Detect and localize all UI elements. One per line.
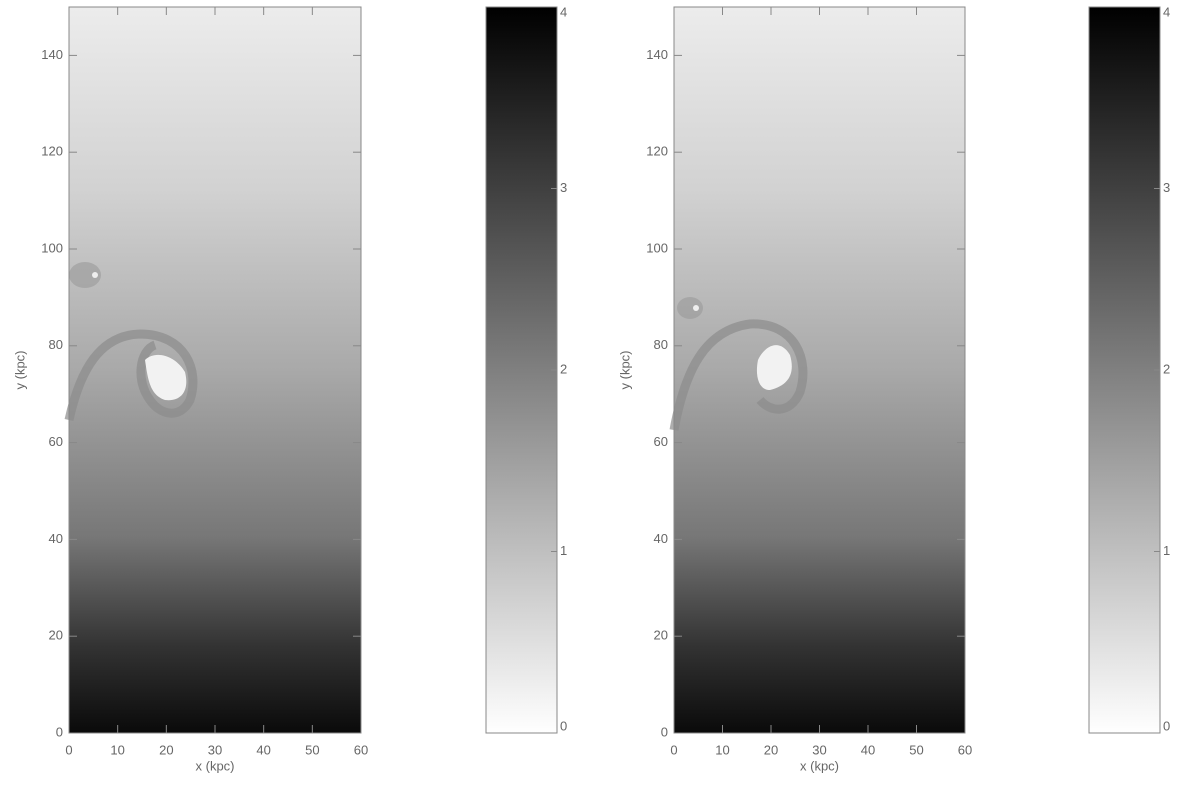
x-tick-label: 60 [354, 742, 368, 757]
y-tick-label: 60 [654, 434, 668, 449]
x-tick-label: 30 [208, 742, 222, 757]
y-tick-label: 0 [56, 724, 63, 739]
x-tick-label: 50 [909, 742, 923, 757]
colorbar-tick-label: 4 [1163, 4, 1170, 19]
y-tick-label: 140 [646, 47, 668, 62]
y-axis-label: y (kpc) [12, 351, 27, 390]
colorbar-tick-label: 2 [1163, 361, 1170, 376]
colorbar [485, 6, 558, 734]
x-tick-label: 30 [812, 742, 826, 757]
x-tick-label: 10 [110, 742, 124, 757]
x-tick-label: 0 [670, 742, 677, 757]
y-tick-label: 0 [661, 724, 668, 739]
y-tick-label: 20 [49, 628, 63, 643]
y-tick-label: 40 [49, 531, 63, 546]
colorbar-tick-label: 3 [1163, 180, 1170, 195]
x-tick-label: 10 [715, 742, 729, 757]
y-tick-label: 140 [41, 47, 63, 62]
colorbar-tick-label: 0 [560, 718, 567, 733]
x-tick-label: 40 [861, 742, 875, 757]
x-tick-label: 50 [305, 742, 319, 757]
colorbar-tick-label: 1 [1163, 543, 1170, 558]
x-tick-label: 0 [65, 742, 72, 757]
colorbar-tick-label: 4 [560, 4, 567, 19]
x-tick-label: 60 [958, 742, 972, 757]
colorbar-tick-label: 0 [1163, 718, 1170, 733]
colorbar-tick-label: 1 [560, 543, 567, 558]
plume [669, 297, 808, 431]
colorbar-tick-label: 2 [560, 361, 567, 376]
image-field [69, 7, 361, 733]
x-tick-label: 20 [159, 742, 173, 757]
x-axis-label: x (kpc) [196, 758, 235, 773]
y-axis-label: y (kpc) [617, 351, 632, 390]
y-tick-label: 80 [654, 337, 668, 352]
y-tick-label: 100 [41, 240, 63, 255]
x-tick-label: 40 [256, 742, 270, 757]
colorbar-tick-label: 3 [560, 180, 567, 195]
image-field [674, 7, 965, 733]
x-tick-label: 20 [764, 742, 778, 757]
colorbar [1088, 6, 1161, 734]
y-tick-label: 120 [41, 144, 63, 159]
y-tick-label: 40 [654, 531, 668, 546]
x-axis-label: x (kpc) [800, 758, 839, 773]
plume [64, 262, 198, 421]
y-tick-label: 100 [646, 240, 668, 255]
y-tick-label: 20 [654, 628, 668, 643]
y-tick-label: 120 [646, 144, 668, 159]
y-tick-label: 80 [49, 337, 63, 352]
y-tick-label: 60 [49, 434, 63, 449]
